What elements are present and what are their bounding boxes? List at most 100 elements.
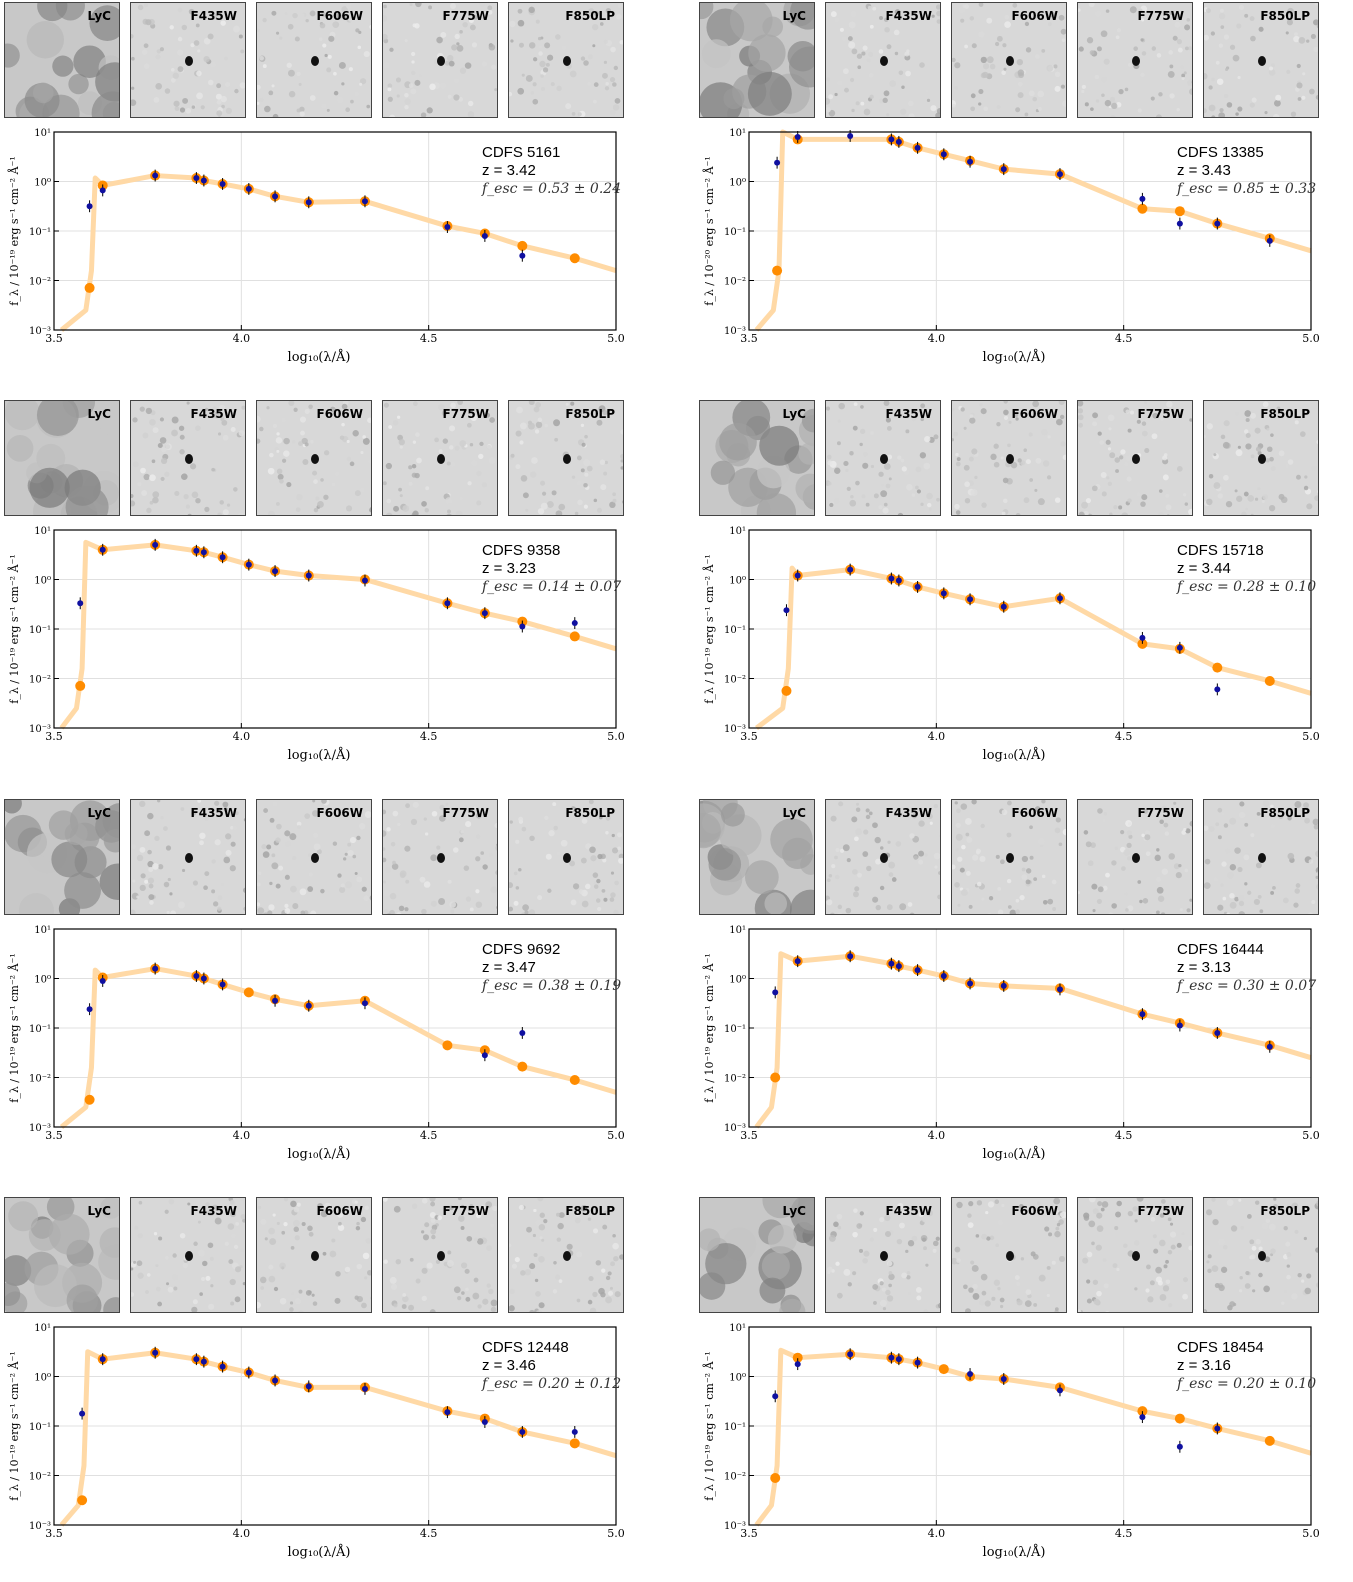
observed-point <box>200 975 207 982</box>
x-axis-label: log₁₀(λ/Å) <box>287 350 351 365</box>
band-label: F606W <box>1011 806 1058 820</box>
model-point <box>1174 206 1185 217</box>
observed-point <box>895 1356 902 1363</box>
x-tick-label: 3.5 <box>45 730 63 743</box>
x-tick-label: 3.5 <box>740 1527 758 1540</box>
x-tick-label: 4.5 <box>420 730 438 743</box>
x-tick-label: 4.0 <box>928 1527 946 1540</box>
observed-point <box>444 224 451 231</box>
escape-fraction: f_esc = 0.38 ± 0.19 <box>482 978 622 994</box>
redshift: z = 3.46 <box>482 1357 536 1374</box>
y-axis-label: f_λ / 10⁻²⁰ erg s⁻¹ cm⁻² Å⁻¹ <box>702 156 716 306</box>
observed-point <box>794 1361 801 1368</box>
observed-point <box>940 151 947 158</box>
observed-point <box>1000 166 1007 173</box>
observed-point <box>794 133 801 140</box>
image-stamp: F775W <box>382 1197 498 1313</box>
observed-point <box>481 1419 488 1426</box>
observed-point <box>1056 1387 1063 1394</box>
observed-point <box>895 138 902 145</box>
model-spectrum <box>59 539 617 730</box>
image-stamp: F850LP <box>1203 799 1319 915</box>
y-tick-label: 10⁰ <box>729 975 746 986</box>
x-tick-label: 5.0 <box>1302 1129 1320 1142</box>
escape-fraction: f_esc = 0.85 ± 0.33 <box>1177 181 1317 197</box>
image-stamp: F435W <box>825 799 941 915</box>
observed-point <box>895 577 902 584</box>
redshift: z = 3.42 <box>482 162 536 179</box>
model-point <box>772 265 783 276</box>
model-point <box>442 1040 453 1051</box>
y-tick-label: 10⁻² <box>724 675 746 686</box>
band-label: F775W <box>1137 806 1184 820</box>
image-stamp: F775W <box>1077 1197 1193 1313</box>
x-tick-label: 3.5 <box>740 332 758 345</box>
y-tick-label: 10⁻¹ <box>724 1024 746 1035</box>
observed-point <box>1056 595 1063 602</box>
x-tick-label: 4.5 <box>1115 1129 1133 1142</box>
band-label: F850LP <box>565 407 615 421</box>
y-tick-label: 10⁻³ <box>724 1521 746 1532</box>
model-point <box>770 1072 781 1083</box>
observed-point <box>219 554 226 561</box>
x-axis-label: log₁₀(λ/Å) <box>287 1545 351 1560</box>
observed-point <box>444 1409 451 1416</box>
observed-point <box>152 1349 159 1356</box>
band-label: F775W <box>442 9 489 23</box>
band-label: LyC <box>782 1204 806 1218</box>
model-point <box>84 1094 95 1105</box>
y-axis-label: f_λ / 10⁻¹⁹ erg s⁻¹ cm⁻² Å⁻¹ <box>7 156 21 306</box>
observed-point <box>1139 1011 1146 1018</box>
x-tick-label: 4.0 <box>928 730 946 743</box>
y-tick-label: 10⁻³ <box>724 326 746 337</box>
model-point <box>569 631 580 642</box>
image-stamp: F850LP <box>1203 1197 1319 1313</box>
image-stamp: F850LP <box>508 799 624 915</box>
escape-fraction: f_esc = 0.20 ± 0.12 <box>482 1376 622 1392</box>
x-tick-label: 3.5 <box>740 730 758 743</box>
observed-point <box>1176 220 1183 227</box>
y-tick-label: 10⁻³ <box>29 724 51 735</box>
object-info: CDFS 12448 z = 3.46 f_esc = 0.20 ± 0.12 <box>482 1339 621 1393</box>
y-tick-label: 10¹ <box>34 128 51 139</box>
model-point <box>1264 675 1275 686</box>
observed-point <box>272 193 279 200</box>
observed-point <box>193 175 200 182</box>
image-stamp: F775W <box>1077 2 1193 118</box>
x-tick-label: 3.5 <box>740 1129 758 1142</box>
y-tick-label: 10⁻² <box>724 1074 746 1085</box>
model-spectrum <box>59 1349 617 1527</box>
image-stamp: F775W <box>1077 400 1193 516</box>
model-point <box>938 1364 949 1375</box>
observed-point <box>99 546 106 553</box>
model-point <box>84 282 95 293</box>
y-tick-label: 10¹ <box>34 526 51 537</box>
image-stamp: F606W <box>951 799 1067 915</box>
model-point <box>75 680 86 691</box>
observed-point <box>783 607 790 614</box>
y-tick-label: 10⁻³ <box>724 724 746 735</box>
observed-point <box>77 600 84 607</box>
model-point <box>569 1074 580 1085</box>
image-stamp: F435W <box>825 400 941 516</box>
observed-point <box>888 960 895 967</box>
observed-point <box>1214 686 1221 693</box>
sed-chart: 3.5 4.0 4.5 5.0 10¹ 10⁰ 10⁻¹ 10⁻² 10⁻³ f_λ / 10⁻¹… <box>702 925 1320 1142</box>
object-name: CDFS 18454 <box>1177 1339 1264 1356</box>
y-tick-label: 10⁻¹ <box>29 1422 51 1433</box>
x-tick-label: 5.0 <box>607 1527 625 1540</box>
band-label: LyC <box>87 1204 111 1218</box>
model-spectrum <box>59 173 617 332</box>
x-tick-label: 5.0 <box>607 730 625 743</box>
redshift: z = 3.43 <box>1177 162 1231 179</box>
observed-point <box>99 1356 106 1363</box>
image-stamp: F775W <box>382 2 498 118</box>
y-axis-label: f_λ / 10⁻¹⁹ erg s⁻¹ cm⁻² Å⁻¹ <box>7 953 21 1103</box>
observed-point <box>940 973 947 980</box>
y-tick-label: 10¹ <box>729 128 746 139</box>
band-label: F606W <box>316 806 363 820</box>
y-tick-label: 10¹ <box>729 925 746 936</box>
y-tick-label: 10⁻² <box>29 277 51 288</box>
observed-point <box>967 980 974 987</box>
band-label: F850LP <box>1260 1204 1310 1218</box>
